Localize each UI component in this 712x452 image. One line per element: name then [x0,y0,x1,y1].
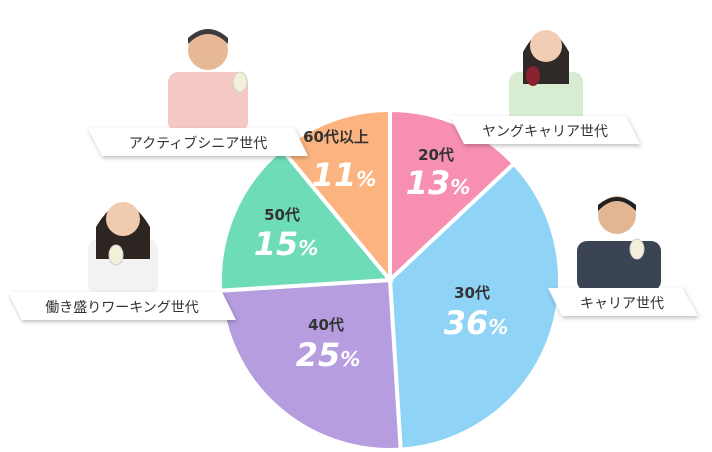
slice-percent-20s: 13% [406,164,471,202]
banner-active-senior: アクティブシニア世代 [88,128,308,156]
slice-percent-40s: 25% [296,336,361,374]
slice-percent-60s: 11% [312,156,377,194]
banner-career: キャリア世代 [548,288,698,316]
slice-percent-30s: 36% [444,304,509,342]
person-photo-man [577,196,661,291]
slice-label-30s: 30代 [454,284,490,302]
banner-young-career-text: ヤングキャリア世代 [482,124,608,140]
banner-working-text: 働き盛りワーキング世代 [45,300,199,316]
pie-slice-50s [218,146,395,293]
pie-slice-labels: 20代 13% 30代 36% 40代 25% 50代 15% 60代以上 11… [254,128,509,374]
banner-young-career: ヤングキャリア世代 [450,116,640,144]
slice-label-50s: 50代 [264,206,300,224]
person-photo-young-woman [509,30,583,128]
slice-label-60s: 60代以上 [303,128,369,146]
pie-slice-40s [218,277,403,452]
pie-slices [218,107,562,452]
banner-working: 働き盛りワーキング世代 [8,292,236,320]
slice-label-20s: 20代 [418,146,454,164]
slice-label-40s: 40代 [308,316,344,334]
banner-active-senior-text: アクティブシニア世代 [129,135,267,152]
person-photo-woman [88,202,158,295]
pie-slice-30s [387,160,562,452]
person-photo-senior [168,29,248,132]
slice-percent-50s: 15% [254,225,319,263]
banner-career-text: キャリア世代 [580,296,664,312]
